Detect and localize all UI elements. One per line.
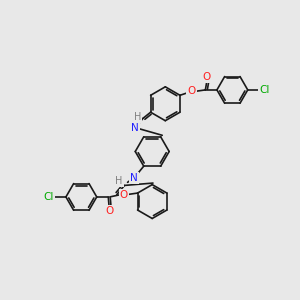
- Text: Cl: Cl: [44, 192, 54, 202]
- Text: H: H: [116, 176, 123, 186]
- Text: O: O: [203, 72, 211, 82]
- Text: H: H: [134, 112, 141, 122]
- Text: O: O: [120, 190, 128, 200]
- Text: N: N: [131, 123, 139, 133]
- Text: O: O: [188, 86, 196, 96]
- Text: O: O: [105, 206, 113, 216]
- Text: Cl: Cl: [260, 85, 270, 95]
- Text: N: N: [130, 173, 138, 183]
